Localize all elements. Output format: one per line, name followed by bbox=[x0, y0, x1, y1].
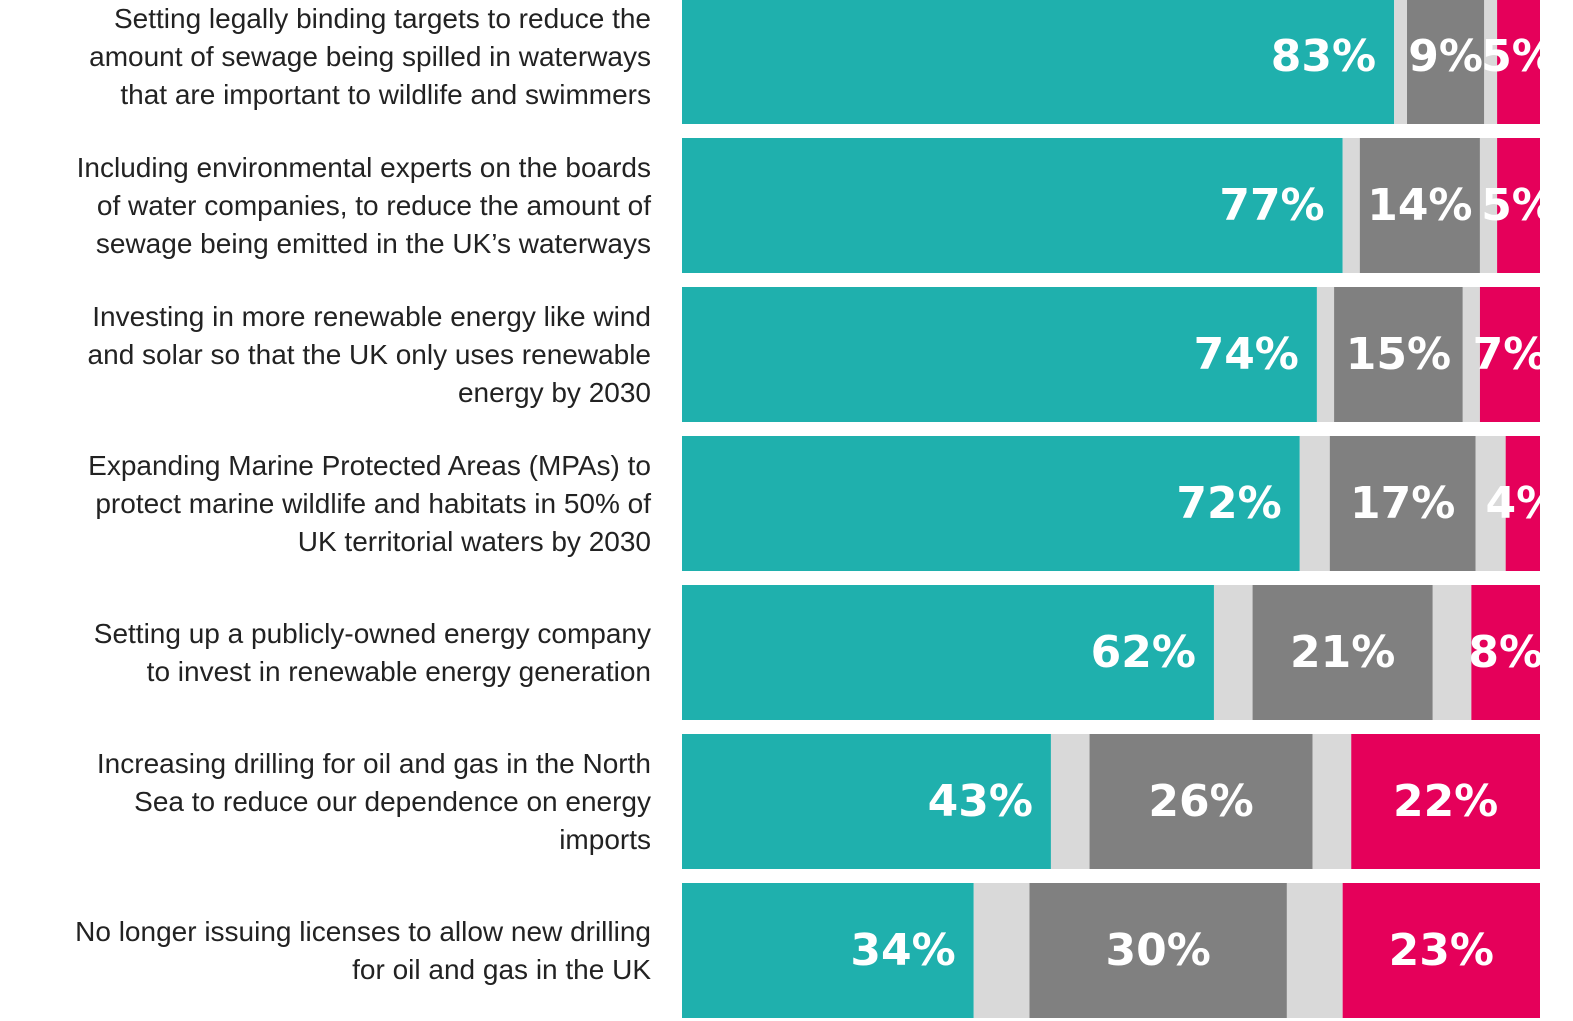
value-label: 14% bbox=[1367, 180, 1472, 231]
bar-segment bbox=[1334, 287, 1463, 422]
bar-segment bbox=[682, 287, 1317, 422]
category-label: Investing in more renewable energy like … bbox=[87, 300, 651, 408]
bar-segment bbox=[1479, 287, 1540, 422]
value-label: 77% bbox=[1219, 180, 1324, 231]
value-label: 21% bbox=[1290, 627, 1395, 678]
bar-segment bbox=[1029, 883, 1287, 1018]
bar-segment bbox=[1312, 734, 1352, 869]
value-label: 9% bbox=[1408, 31, 1483, 82]
bar-segment bbox=[973, 883, 1030, 1018]
bar-segment bbox=[1351, 734, 1540, 869]
bar-segment bbox=[1252, 585, 1433, 720]
bar-segment bbox=[1484, 0, 1498, 124]
value-label: 17% bbox=[1350, 478, 1455, 529]
value-label: 23% bbox=[1389, 925, 1494, 976]
bar-segment bbox=[682, 436, 1300, 571]
bar-segment bbox=[1342, 883, 1540, 1018]
category-label: Setting legally binding targets to reduc… bbox=[89, 2, 651, 110]
category-label: No longer issuing licenses to allow new … bbox=[75, 915, 651, 985]
value-label: 62% bbox=[1091, 627, 1196, 678]
value-label: 5% bbox=[1481, 180, 1556, 231]
bar-segment bbox=[1299, 436, 1330, 571]
value-label: 43% bbox=[928, 776, 1033, 827]
bar-segment bbox=[1394, 0, 1408, 124]
bar-segment bbox=[1213, 585, 1253, 720]
category-label: Setting up a publicly-owned energy compa… bbox=[93, 617, 651, 687]
bar-segment bbox=[1505, 436, 1540, 571]
bar-segment bbox=[1407, 0, 1485, 124]
value-label: 34% bbox=[850, 925, 955, 976]
value-label: 15% bbox=[1346, 329, 1451, 380]
bar-segment bbox=[682, 585, 1214, 720]
bar-segment bbox=[1316, 287, 1335, 422]
bar-segment bbox=[1359, 138, 1480, 273]
value-label: 26% bbox=[1148, 776, 1253, 827]
bar-segment bbox=[1329, 436, 1476, 571]
value-label: 83% bbox=[1271, 31, 1376, 82]
bar-segment bbox=[682, 883, 974, 1018]
value-label: 74% bbox=[1194, 329, 1299, 380]
bar-segment bbox=[682, 138, 1343, 273]
bar-segment bbox=[1471, 585, 1540, 720]
bar-segment bbox=[1050, 734, 1090, 869]
bar-segment bbox=[1497, 0, 1540, 124]
value-label: 7% bbox=[1473, 329, 1548, 380]
value-label: 22% bbox=[1393, 776, 1498, 827]
value-label: 4% bbox=[1485, 478, 1560, 529]
bar-segment bbox=[1286, 883, 1343, 1018]
bar-segment bbox=[1475, 436, 1506, 571]
value-label: 8% bbox=[1468, 627, 1543, 678]
bar-segment bbox=[1479, 138, 1498, 273]
category-label: Expanding Marine Protected Areas (MPAs) … bbox=[88, 449, 651, 557]
bar-segment bbox=[1432, 585, 1472, 720]
bar-segment bbox=[1089, 734, 1313, 869]
bar-segment bbox=[1497, 138, 1540, 273]
category-label: Increasing drilling for oil and gas in t… bbox=[96, 747, 651, 855]
value-label: 30% bbox=[1106, 925, 1211, 976]
value-label: 72% bbox=[1176, 478, 1281, 529]
bar-segment bbox=[1342, 138, 1360, 273]
bar-segment bbox=[682, 0, 1395, 124]
bar-segment bbox=[682, 734, 1051, 869]
category-label: Including environmental experts on the b… bbox=[76, 151, 651, 259]
value-label: 5% bbox=[1481, 31, 1556, 82]
bar-segment bbox=[1462, 287, 1480, 422]
